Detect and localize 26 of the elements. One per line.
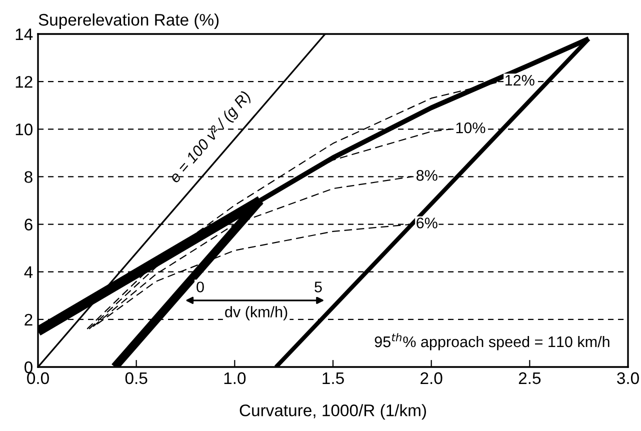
y-tick-label: 10 xyxy=(16,124,32,136)
x-tick-label: 1.0 xyxy=(224,372,246,384)
annotation: 95$^{th}$% approach speed = 110 km/h xyxy=(374,333,610,350)
series-label: 6% xyxy=(416,218,438,228)
series-label: 8% xyxy=(416,170,438,181)
series-label: 12% xyxy=(506,74,534,86)
x-tick-label: 0.0 xyxy=(27,372,49,384)
y-tick-label: 14 xyxy=(16,28,33,40)
y-tick-label: 12 xyxy=(16,76,32,88)
x-tick-label: 0.5 xyxy=(125,372,148,384)
y-tick-label: 0 xyxy=(24,361,32,374)
x-tick-label: 3.0 xyxy=(617,372,639,384)
x-tick-label: 1.5 xyxy=(322,372,344,384)
y-axis-title: Superelevation Rate (%) xyxy=(38,13,219,30)
y-tick-label: 2 xyxy=(24,314,32,326)
y-tick-label: 6 xyxy=(24,218,32,230)
x-tick-label: 2.0 xyxy=(420,372,442,384)
series-label: 10% xyxy=(456,122,486,134)
text: e = 100 v² / (g R) xyxy=(168,90,254,186)
x-tick-label: 2.5 xyxy=(518,372,541,384)
y-tick-label: 8 xyxy=(24,171,32,183)
annotation: dv (km/h) xyxy=(225,306,288,320)
annotation: 0 xyxy=(196,282,204,292)
y-tick-label: 4 xyxy=(24,266,33,278)
x-axis-title: Curvature, 1000/R (1/km) xyxy=(240,404,426,420)
annotation: 5 xyxy=(314,282,322,292)
